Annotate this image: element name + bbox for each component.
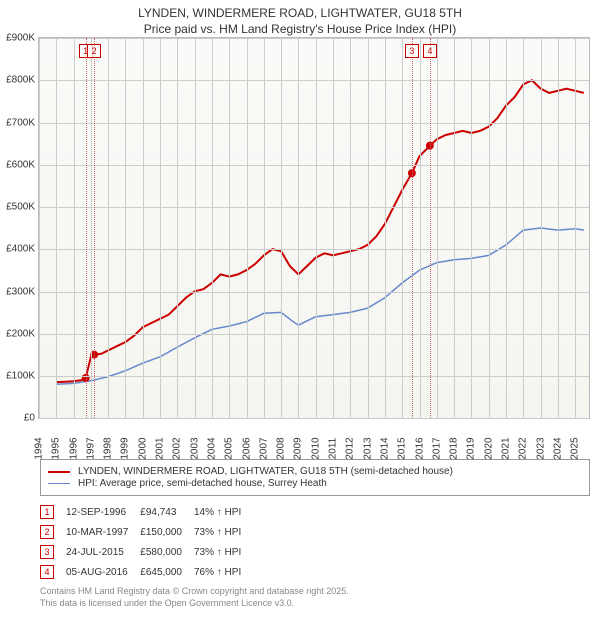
x-axis-label: 2020 [483, 438, 494, 460]
sale-price: £94,743 [140, 502, 194, 522]
sale-index: 3 [40, 545, 54, 559]
legend-swatch-hpi [48, 483, 70, 484]
y-axis-label: £900K [1, 33, 35, 44]
sale-change: 76% ↑ HPI [194, 562, 253, 582]
x-axis-label: 2007 [258, 438, 269, 460]
chart-container: LYNDEN, WINDERMERE ROAD, LIGHTWATER, GU1… [0, 0, 600, 610]
series-line-hpi [56, 228, 584, 384]
x-axis-label: 2025 [570, 438, 581, 460]
sales-row: 2 10-MAR-1997£150,00073% ↑ HPI [40, 522, 253, 542]
footer-line2: This data is licensed under the Open Gov… [40, 598, 590, 610]
sale-date: 05-AUG-2016 [66, 562, 140, 582]
sales-row: 1 12-SEP-1996£94,74314% ↑ HPI [40, 502, 253, 522]
price-marker-4: 4 [423, 44, 437, 58]
x-axis-label: 1997 [85, 438, 96, 460]
y-axis-label: £800K [1, 75, 35, 86]
x-axis-label: 1998 [103, 438, 114, 460]
price-marker-2: 2 [87, 44, 101, 58]
x-axis-label: 2001 [155, 438, 166, 460]
sale-date: 10-MAR-1997 [66, 522, 140, 542]
sale-index: 1 [40, 505, 54, 519]
x-axis-label: 2003 [189, 438, 200, 460]
sale-change: 14% ↑ HPI [194, 502, 253, 522]
y-axis-label: £600K [1, 159, 35, 170]
x-axis-label: 2005 [224, 438, 235, 460]
sale-change: 73% ↑ HPI [194, 542, 253, 562]
title-line1: LYNDEN, WINDERMERE ROAD, LIGHTWATER, GU1… [0, 6, 600, 22]
x-axis-label: 2010 [310, 438, 321, 460]
x-axis-label: 2011 [328, 438, 339, 460]
plot-area: £0£100K£200K£300K£400K£500K£600K£700K£80… [38, 37, 590, 419]
x-axis-label: 2016 [414, 438, 425, 460]
x-axis-label: 2000 [137, 438, 148, 460]
x-axis-label: 1996 [68, 438, 79, 460]
x-axis-label: 2017 [431, 438, 442, 460]
series-line-price_paid [56, 80, 584, 382]
x-axis-label: 1994 [34, 438, 45, 460]
sale-price: £150,000 [140, 522, 194, 542]
sale-index: 4 [40, 565, 54, 579]
y-axis-label: £200K [1, 328, 35, 339]
sale-price: £580,000 [140, 542, 194, 562]
x-axis-label: 2006 [241, 438, 252, 460]
x-axis-label: 2019 [466, 438, 477, 460]
footer-line1: Contains HM Land Registry data © Crown c… [40, 586, 590, 598]
legend-item-hpi: HPI: Average price, semi-detached house,… [48, 478, 582, 489]
x-axis-label: 2004 [206, 438, 217, 460]
x-axis-label: 2013 [362, 438, 373, 460]
sales-row: 3 24-JUL-2015£580,00073% ↑ HPI [40, 542, 253, 562]
sale-change: 73% ↑ HPI [194, 522, 253, 542]
x-axis-label: 1999 [120, 438, 131, 460]
chart-title: LYNDEN, WINDERMERE ROAD, LIGHTWATER, GU1… [0, 0, 600, 37]
y-axis-label: £400K [1, 244, 35, 255]
x-axis-label: 2018 [449, 438, 460, 460]
sales-table: 1 12-SEP-1996£94,74314% ↑ HPI 2 10-MAR-1997… [40, 502, 590, 582]
footer-attribution: Contains HM Land Registry data © Crown c… [40, 586, 590, 609]
x-axis-label: 2014 [379, 438, 390, 460]
y-axis-label: £700K [1, 117, 35, 128]
legend-swatch-price [48, 471, 70, 473]
y-axis-label: £500K [1, 202, 35, 213]
sale-date: 24-JUL-2015 [66, 542, 140, 562]
legend-label-hpi: HPI: Average price, semi-detached house,… [78, 478, 327, 489]
x-axis-label: 2023 [535, 438, 546, 460]
x-axis-label: 2012 [345, 438, 356, 460]
price-marker-3: 3 [405, 44, 419, 58]
y-axis-label: £0 [1, 413, 35, 424]
y-axis-label: £300K [1, 286, 35, 297]
legend: LYNDEN, WINDERMERE ROAD, LIGHTWATER, GU1… [40, 459, 590, 496]
x-axis-label: 2022 [518, 438, 529, 460]
legend-label-price: LYNDEN, WINDERMERE ROAD, LIGHTWATER, GU1… [78, 466, 453, 477]
x-axis-label: 2024 [552, 438, 563, 460]
sale-index: 2 [40, 525, 54, 539]
y-axis-label: £100K [1, 370, 35, 381]
legend-item-price: LYNDEN, WINDERMERE ROAD, LIGHTWATER, GU1… [48, 466, 582, 477]
sale-date: 12-SEP-1996 [66, 502, 140, 522]
x-axis-label: 2009 [293, 438, 304, 460]
title-line2: Price paid vs. HM Land Registry's House … [0, 22, 600, 38]
sales-row: 4 05-AUG-2016£645,00076% ↑ HPI [40, 562, 253, 582]
x-axis-label: 2002 [172, 438, 183, 460]
x-axis-label: 2015 [397, 438, 408, 460]
x-axis-label: 2008 [276, 438, 287, 460]
x-axis-label: 1995 [51, 438, 62, 460]
sale-price: £645,000 [140, 562, 194, 582]
x-axis-label: 2021 [500, 438, 511, 460]
